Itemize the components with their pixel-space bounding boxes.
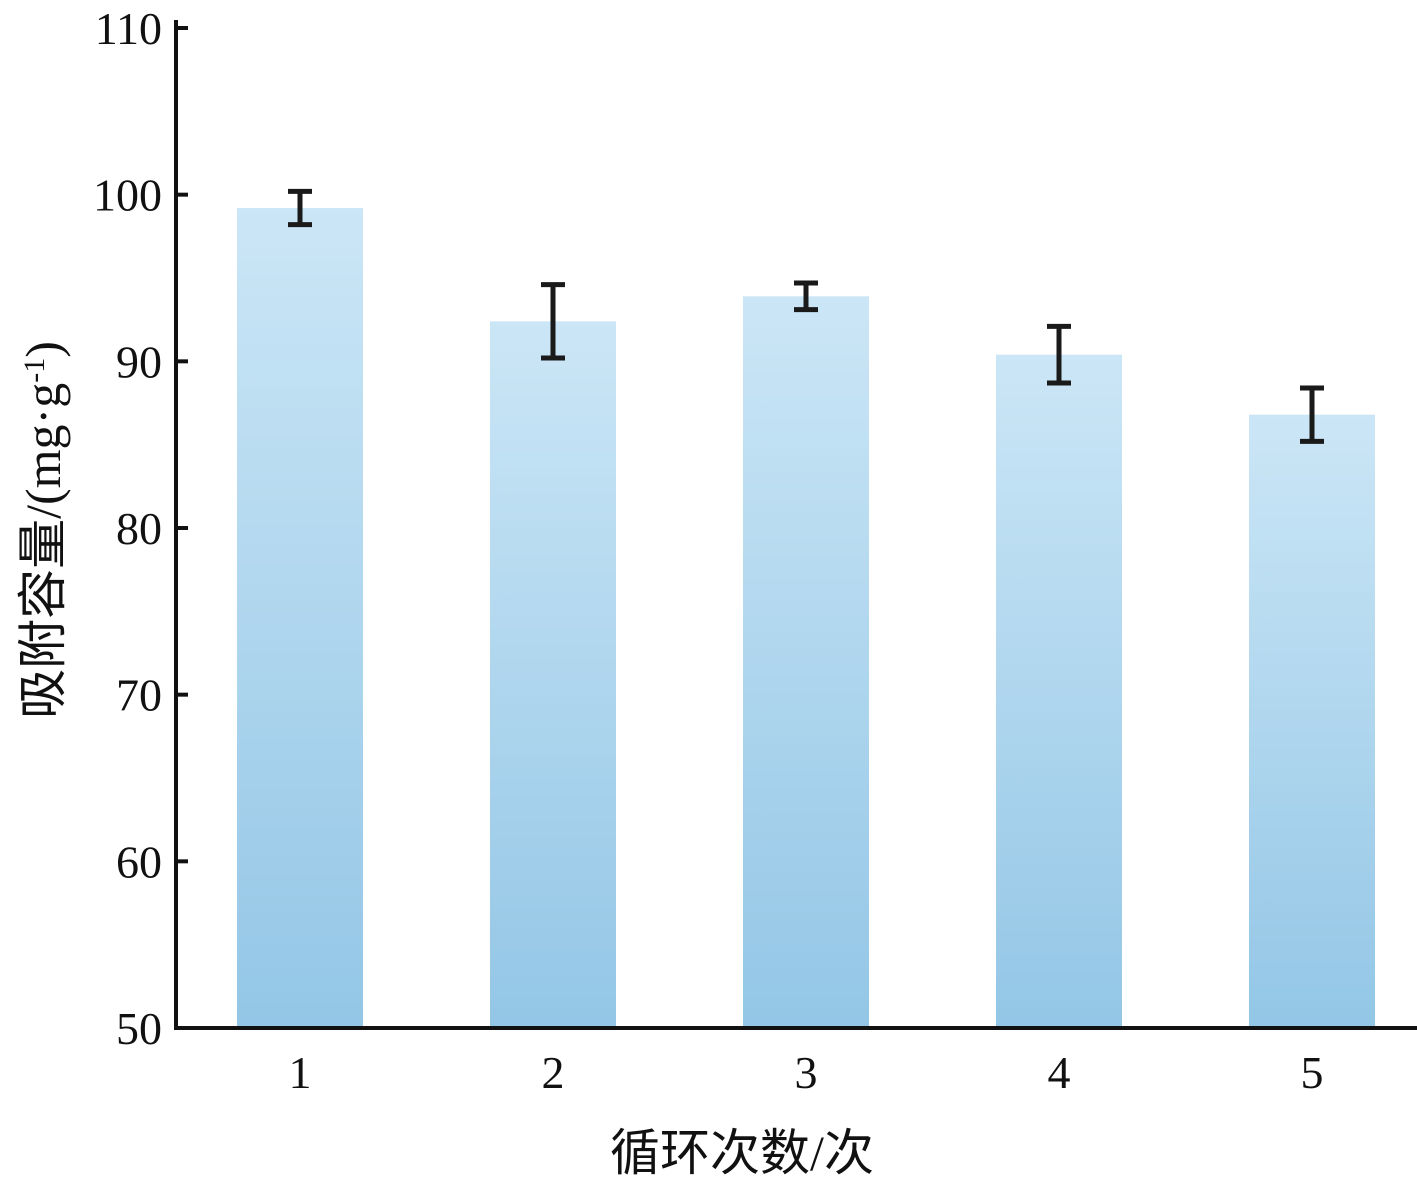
y-axis-label-superscript: -1	[18, 358, 51, 383]
y-axis-label-main: 吸附容量/(mg·g	[15, 383, 71, 719]
bar-cycle-1	[237, 208, 363, 1028]
y-tick-label: 110	[95, 3, 162, 54]
error-bar-cycle-1	[288, 188, 312, 228]
bar-cycle-2	[490, 321, 616, 1028]
y-axis-label-close: )	[15, 341, 71, 358]
y-tick-label: 60	[116, 836, 162, 887]
y-tick-label: 50	[116, 1003, 162, 1054]
bar-cycle-4	[996, 354, 1122, 1029]
x-tick-label: 2	[542, 1047, 565, 1098]
error-bar-cycle-3	[794, 280, 818, 313]
y-ticks: 50 60 70 80 90 100 110	[93, 3, 188, 1054]
error-bar-cycle-5	[1300, 385, 1324, 444]
y-tick-label: 90	[116, 336, 162, 387]
bar-cycle-5	[1249, 414, 1375, 1029]
x-tick-label: 1	[289, 1047, 312, 1098]
x-axis-label: 循环次数/次	[610, 1125, 874, 1181]
y-tick-label: 80	[116, 503, 162, 554]
x-tick-labels: 1 2 3 4 5	[289, 1047, 1324, 1098]
x-tick-label: 4	[1048, 1047, 1071, 1098]
bars-layer	[237, 208, 1375, 1029]
y-tick-label: 100	[93, 170, 162, 221]
error-bar-cycle-4	[1047, 323, 1071, 386]
error-bar-cycle-2	[541, 282, 565, 361]
x-tick-label: 3	[795, 1047, 818, 1098]
y-axis-label: 吸附容量/(mg·g-1)	[15, 341, 71, 719]
bar-cycle-3	[743, 296, 869, 1028]
y-tick-label: 70	[116, 670, 162, 721]
error-bars-layer	[288, 188, 1324, 444]
x-tick-label: 5	[1301, 1047, 1324, 1098]
